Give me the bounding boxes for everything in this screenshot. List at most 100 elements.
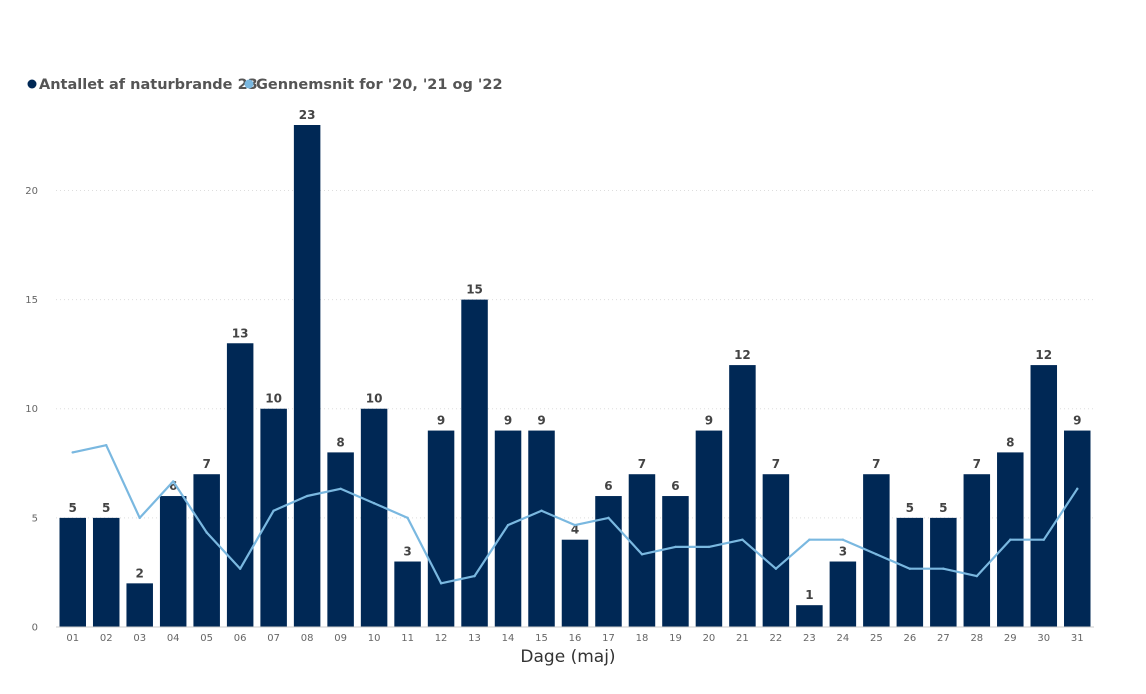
bar-data-label-29: 8 <box>1006 435 1014 449</box>
average-line-point-04 <box>171 480 175 483</box>
average-line-point-03 <box>138 516 141 520</box>
bar-17 <box>595 496 622 627</box>
bar-data-label-17: 6 <box>604 479 612 493</box>
bar-18 <box>628 474 656 627</box>
bar-02 <box>92 517 120 627</box>
bar-data-label-30: 12 <box>1035 348 1052 362</box>
average-line-point-14 <box>506 523 510 527</box>
average-line-point-08 <box>305 494 309 498</box>
bar-14 <box>494 430 522 627</box>
bar-data-label-26: 5 <box>906 501 914 515</box>
bar-data-label-20: 9 <box>705 414 713 428</box>
bar-series <box>59 125 1091 627</box>
average-line-point-10 <box>372 502 376 505</box>
legend-label-line: Gennemsnit for '20, '21 og '22 <box>256 77 503 93</box>
legend-item-bars[interactable]: Antallet af naturbrande 23 <box>27 77 258 93</box>
average-line-point-19 <box>674 545 677 549</box>
average-line-point-13 <box>473 574 476 578</box>
bar-07 <box>260 408 287 627</box>
x-tick-label-15: 15 <box>535 633 548 644</box>
x-tick-label-14: 14 <box>502 633 515 644</box>
legend-label-bars: Antallet af naturbrande 23 <box>39 77 258 93</box>
legend-marker-bars <box>27 79 37 89</box>
bar-20 <box>695 430 723 627</box>
x-tick-label-19: 19 <box>669 633 682 644</box>
x-tick-label-10: 10 <box>368 633 381 644</box>
average-line-point-05 <box>205 531 208 534</box>
legend-item-line[interactable]: Gennemsnit for '20, '21 og '22 <box>244 77 503 93</box>
x-tick-label-27: 27 <box>937 633 950 644</box>
bar-data-label-03: 2 <box>136 566 144 580</box>
bar-data-label-10: 10 <box>366 392 383 406</box>
x-tick-label-13: 13 <box>468 633 481 644</box>
bar-data-label-04: 6 <box>169 479 177 493</box>
bar-15 <box>528 430 555 627</box>
x-tick-label-22: 22 <box>770 633 783 644</box>
bar-data-label-16: 4 <box>571 523 579 537</box>
bar-data-label-21: 12 <box>734 348 751 362</box>
x-tick-label-25: 25 <box>870 633 883 644</box>
bar-data-label-12: 9 <box>437 414 445 428</box>
legend: Antallet af naturbrande 23 Gennemsnit fo… <box>27 77 503 93</box>
bar-data-label-24: 3 <box>839 545 847 559</box>
average-line-point-22 <box>774 567 778 570</box>
bar-22 <box>762 474 790 627</box>
average-line-point-12 <box>439 582 443 585</box>
x-tick-label-09: 09 <box>334 633 347 644</box>
bar-data-label-31: 9 <box>1073 414 1081 428</box>
average-line-point-26 <box>908 567 912 570</box>
average-line-point-16 <box>573 523 577 527</box>
average-line-point-11 <box>406 516 409 520</box>
bar-data-label-19: 6 <box>671 479 679 493</box>
average-line-point-09 <box>339 487 342 491</box>
bar-08 <box>293 125 321 627</box>
x-tick-label-28: 28 <box>970 633 983 644</box>
average-line-point-20 <box>707 545 711 549</box>
x-tick-label-18: 18 <box>636 633 649 644</box>
x-tick-label-24: 24 <box>837 633 850 644</box>
bar-data-label-18: 7 <box>638 457 646 471</box>
x-tick-label-11: 11 <box>401 633 414 644</box>
average-line-point-15 <box>540 509 543 512</box>
average-line-point-31 <box>1076 487 1079 491</box>
x-tick-label-02: 02 <box>100 633 113 644</box>
bar-16 <box>561 539 589 627</box>
bar-21 <box>729 365 756 627</box>
x-axis: 01 02 03 04 05 06 07 08 09 10 11 12 13 14 15 16 17 18 19 20… <box>56 626 1094 644</box>
bar-31 <box>1064 430 1091 627</box>
x-tick-label-21: 21 <box>736 633 749 644</box>
average-line-point-17 <box>607 516 610 520</box>
bar-data-label-05: 7 <box>202 457 210 471</box>
bar-data-label-28: 7 <box>973 457 981 471</box>
y-tick-label-5: 5 <box>32 513 38 524</box>
bar-10 <box>360 408 388 627</box>
x-tick-label-30: 30 <box>1037 633 1050 644</box>
average-line-point-21 <box>741 538 744 541</box>
gridlines <box>56 189 1094 519</box>
bar-data-label-27: 5 <box>939 501 947 515</box>
average-line-series <box>71 443 1079 585</box>
average-line-point-29 <box>1009 538 1012 541</box>
bar-data-label-07: 10 <box>265 392 282 406</box>
average-line-point-27 <box>942 567 945 570</box>
x-tick-label-08: 08 <box>301 633 314 644</box>
y-axis: 0 5 10 15 20 <box>25 186 38 634</box>
x-tick-label-26: 26 <box>903 633 916 644</box>
bar-11 <box>394 561 421 627</box>
bar-28 <box>963 474 991 627</box>
bar-data-label-01: 5 <box>69 501 77 515</box>
x-tick-label-29: 29 <box>1004 633 1017 644</box>
bar-data-label-22: 7 <box>772 457 780 471</box>
average-line-point-01 <box>71 451 74 454</box>
bar-27 <box>930 517 957 627</box>
y-tick-label-20: 20 <box>25 186 38 197</box>
average-line-point-30 <box>1042 538 1045 541</box>
bar-data-label-23: 1 <box>805 588 813 602</box>
bar-26 <box>896 517 924 627</box>
x-tick-label-05: 05 <box>200 633 213 644</box>
bar-13 <box>461 299 488 627</box>
bar-04 <box>159 496 187 627</box>
x-tick-label-06: 06 <box>234 633 247 644</box>
